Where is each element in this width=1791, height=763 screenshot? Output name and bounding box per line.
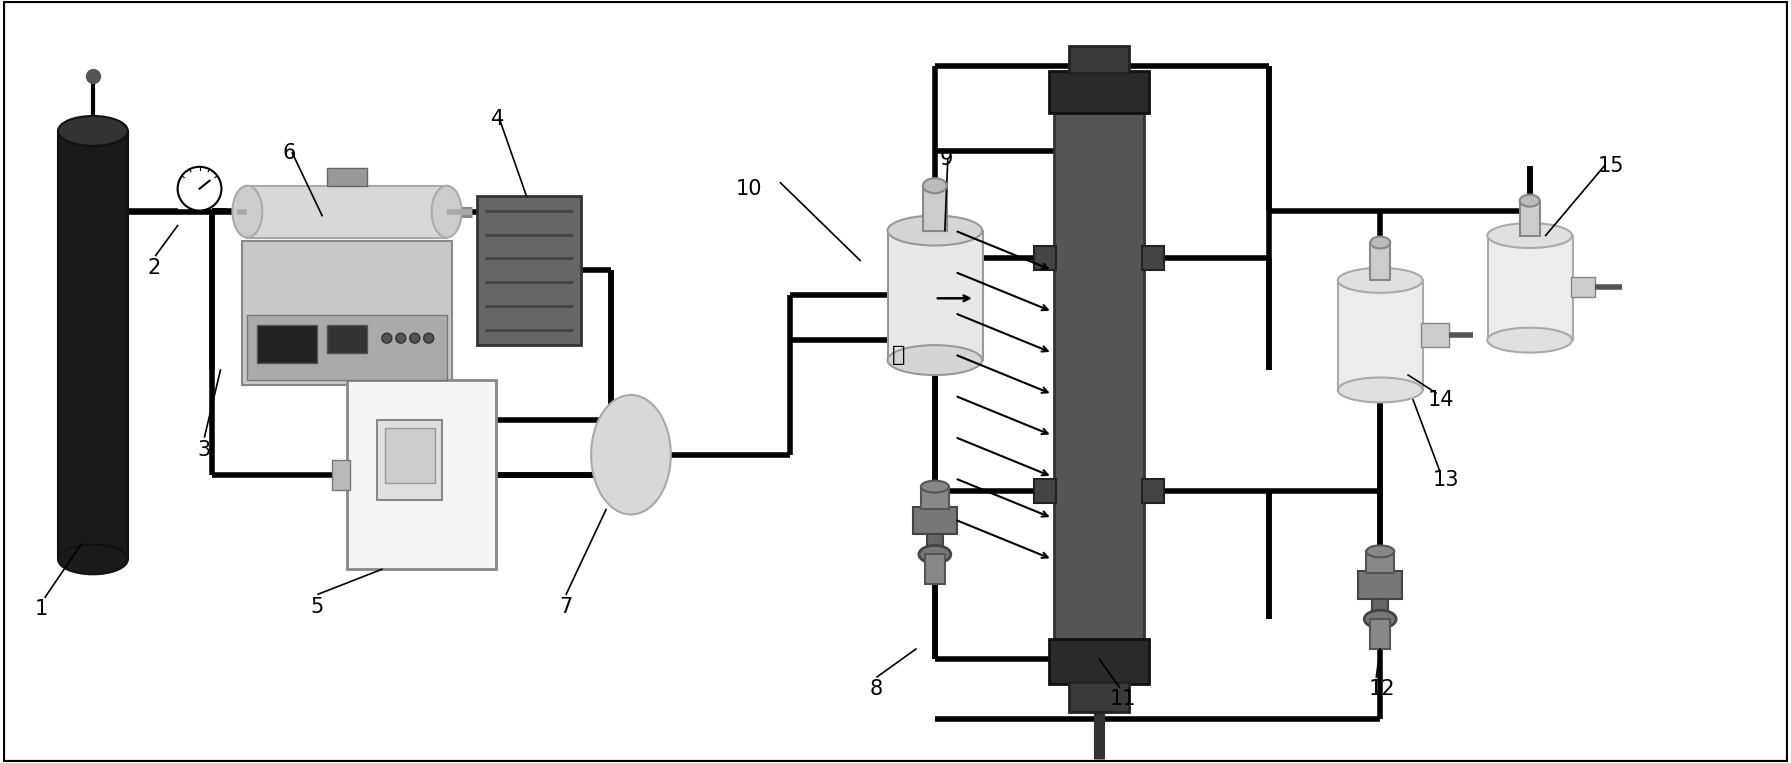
Bar: [247, 185, 446, 237]
Bar: [1571, 278, 1596, 298]
Bar: [1050, 71, 1150, 113]
Bar: [1143, 478, 1164, 503]
Text: 11: 11: [1109, 689, 1135, 709]
Ellipse shape: [57, 116, 127, 146]
Bar: [924, 555, 946, 584]
Text: 8: 8: [870, 679, 883, 699]
Ellipse shape: [1338, 268, 1422, 293]
Bar: [331, 460, 349, 490]
Bar: [888, 230, 983, 360]
Bar: [476, 195, 580, 345]
Text: 14: 14: [1427, 390, 1454, 410]
Ellipse shape: [921, 481, 949, 493]
Ellipse shape: [233, 185, 261, 237]
Bar: [1069, 682, 1128, 712]
Text: 4: 4: [491, 109, 505, 129]
Ellipse shape: [591, 395, 672, 514]
Ellipse shape: [1487, 223, 1572, 248]
Ellipse shape: [919, 546, 951, 563]
Bar: [376, 420, 442, 500]
Ellipse shape: [1338, 378, 1422, 402]
Circle shape: [396, 333, 407, 343]
Bar: [1035, 246, 1057, 270]
Text: 15: 15: [1598, 156, 1624, 175]
Ellipse shape: [432, 185, 462, 237]
Bar: [1367, 552, 1393, 573]
Bar: [928, 534, 942, 555]
Bar: [1370, 243, 1390, 280]
Bar: [385, 428, 435, 483]
Bar: [921, 487, 949, 508]
Bar: [1372, 599, 1388, 619]
Text: 13: 13: [1433, 470, 1460, 490]
Bar: [247, 315, 446, 380]
Ellipse shape: [57, 545, 127, 575]
Bar: [1521, 201, 1540, 236]
Text: 2: 2: [147, 259, 161, 278]
Text: 5: 5: [310, 597, 324, 617]
Text: 6: 6: [283, 143, 296, 163]
Ellipse shape: [1370, 237, 1390, 249]
Circle shape: [177, 167, 222, 211]
Bar: [1055, 111, 1144, 639]
Bar: [242, 240, 451, 385]
Circle shape: [410, 333, 419, 343]
Bar: [1050, 639, 1150, 684]
Bar: [1338, 280, 1424, 390]
Bar: [1488, 236, 1572, 340]
Ellipse shape: [1487, 327, 1572, 353]
Bar: [347, 380, 496, 569]
Bar: [1370, 619, 1390, 649]
Text: 7: 7: [559, 597, 573, 617]
Ellipse shape: [922, 179, 947, 193]
Ellipse shape: [1365, 610, 1397, 628]
Bar: [913, 507, 956, 534]
Text: 12: 12: [1368, 679, 1395, 699]
Bar: [922, 185, 947, 230]
Bar: [1069, 47, 1128, 73]
Bar: [1420, 324, 1449, 347]
Bar: [328, 168, 367, 185]
Bar: [258, 325, 317, 363]
Ellipse shape: [888, 216, 981, 246]
Ellipse shape: [1521, 195, 1540, 207]
Ellipse shape: [1367, 546, 1393, 557]
Bar: [1143, 246, 1164, 270]
Text: 10: 10: [736, 179, 763, 198]
Text: 3: 3: [197, 439, 211, 460]
Bar: [1035, 478, 1057, 503]
Text: 9: 9: [940, 149, 953, 169]
Bar: [1358, 571, 1402, 599]
Bar: [328, 325, 367, 353]
Text: 1: 1: [36, 599, 48, 620]
Circle shape: [424, 333, 433, 343]
Circle shape: [381, 333, 392, 343]
Text: 光: 光: [892, 345, 904, 365]
Ellipse shape: [888, 345, 981, 375]
Bar: [57, 131, 127, 559]
